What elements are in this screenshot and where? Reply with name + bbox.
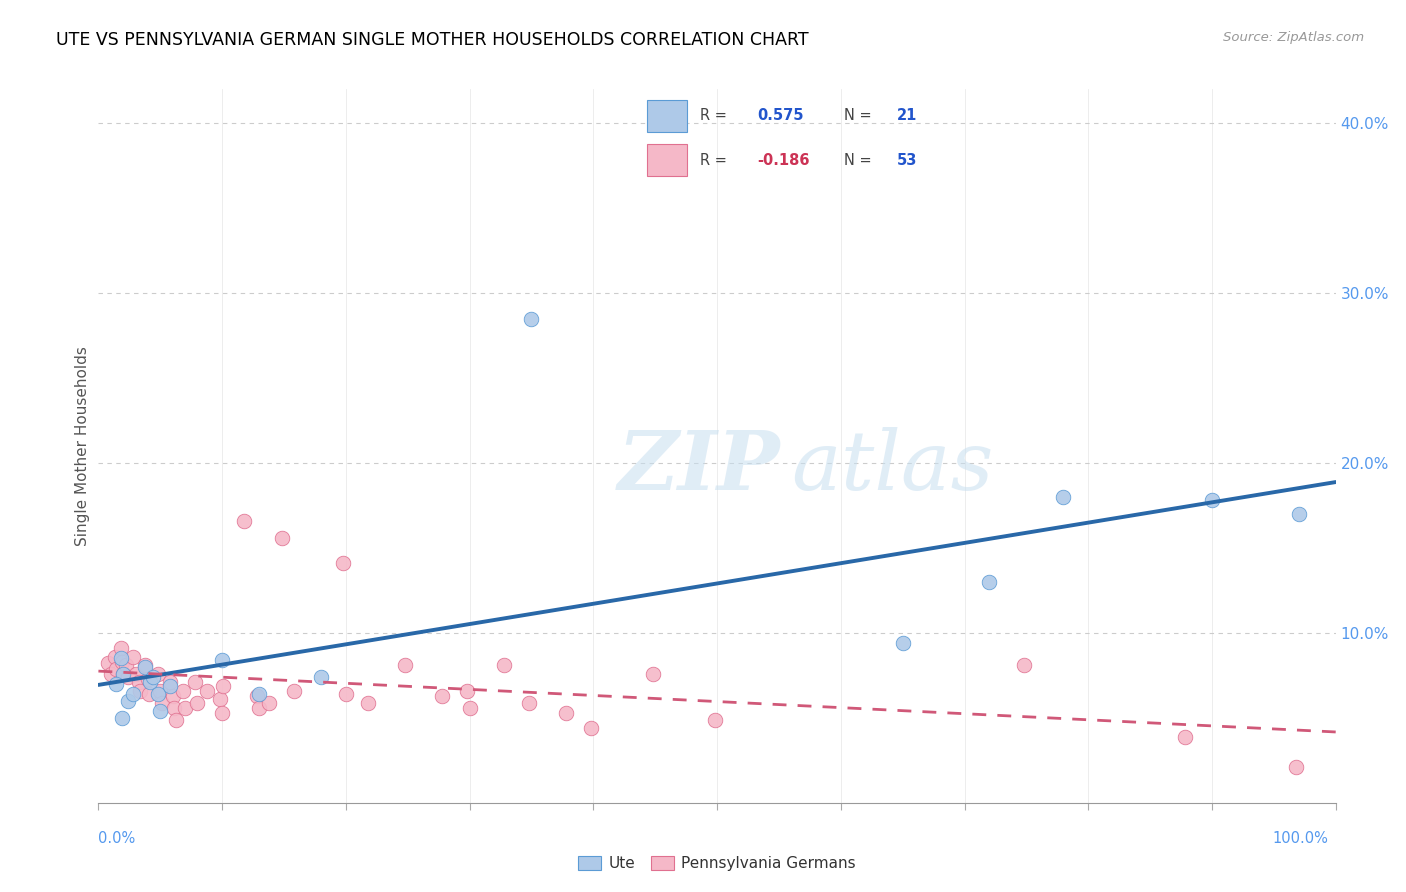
Point	[1174, 730, 1197, 744]
Point	[172, 683, 194, 698]
Point	[1201, 493, 1223, 508]
Text: atlas: atlas	[792, 427, 994, 508]
Point	[112, 666, 135, 681]
Point	[641, 666, 664, 681]
Point	[104, 662, 127, 676]
Point	[332, 556, 354, 570]
Point	[103, 649, 125, 664]
Point	[110, 651, 132, 665]
Point	[104, 677, 127, 691]
Point	[149, 683, 172, 698]
Text: UTE VS PENNSYLVANIA GERMAN SINGLE MOTHER HOUSEHOLDS CORRELATION CHART: UTE VS PENNSYLVANIA GERMAN SINGLE MOTHER…	[56, 31, 808, 49]
Point	[494, 658, 516, 673]
Point	[247, 687, 270, 701]
Point	[184, 675, 207, 690]
Point	[211, 706, 233, 720]
Point	[174, 700, 197, 714]
Point	[211, 653, 233, 667]
Point	[520, 311, 543, 326]
Point	[163, 700, 186, 714]
Point	[112, 666, 135, 681]
Point	[456, 683, 478, 698]
Point	[124, 666, 146, 681]
Point	[208, 692, 231, 706]
Point	[891, 636, 914, 650]
Point	[979, 574, 1001, 589]
Point	[136, 672, 159, 686]
Point	[111, 655, 134, 669]
Text: 0.0%: 0.0%	[98, 831, 135, 846]
Point	[309, 670, 332, 684]
Point	[111, 711, 134, 725]
Point	[165, 713, 187, 727]
Point	[357, 696, 380, 710]
Point	[1012, 658, 1035, 673]
Point	[142, 670, 165, 684]
Point	[134, 660, 156, 674]
Point	[579, 721, 602, 735]
Point	[117, 694, 139, 708]
Point	[195, 683, 218, 698]
Point	[1288, 507, 1310, 521]
Point	[129, 683, 152, 698]
Point	[517, 696, 540, 710]
Point	[703, 713, 725, 727]
Point	[162, 689, 184, 703]
Point	[159, 679, 181, 693]
Text: ZIP: ZIP	[619, 427, 780, 508]
Point	[394, 658, 416, 673]
Point	[134, 658, 156, 673]
Point	[458, 700, 481, 714]
Point	[212, 679, 235, 693]
Point	[146, 687, 169, 701]
Point	[233, 514, 256, 528]
Point	[139, 675, 162, 690]
Point	[149, 704, 172, 718]
Point	[117, 670, 139, 684]
Point	[270, 531, 292, 545]
Legend: Ute, Pennsylvania Germans: Ute, Pennsylvania Germans	[572, 849, 862, 877]
Point	[283, 683, 305, 698]
Point	[257, 696, 280, 710]
Point	[97, 657, 120, 671]
Y-axis label: Single Mother Households: Single Mother Households	[75, 346, 90, 546]
Point	[186, 696, 208, 710]
Point	[159, 675, 181, 690]
Point	[247, 700, 270, 714]
Point	[432, 689, 454, 703]
Point	[1285, 760, 1308, 774]
Point	[114, 658, 136, 673]
Point	[100, 666, 122, 681]
Text: Source: ZipAtlas.com: Source: ZipAtlas.com	[1223, 31, 1364, 45]
Point	[246, 689, 269, 703]
Text: 100.0%: 100.0%	[1272, 831, 1329, 846]
Point	[335, 687, 357, 701]
Point	[555, 706, 578, 720]
Point	[128, 675, 150, 690]
Point	[122, 687, 145, 701]
Point	[150, 696, 173, 710]
Point	[110, 641, 132, 656]
Point	[122, 649, 145, 664]
Point	[138, 687, 160, 701]
Point	[146, 666, 169, 681]
Point	[1052, 490, 1074, 504]
